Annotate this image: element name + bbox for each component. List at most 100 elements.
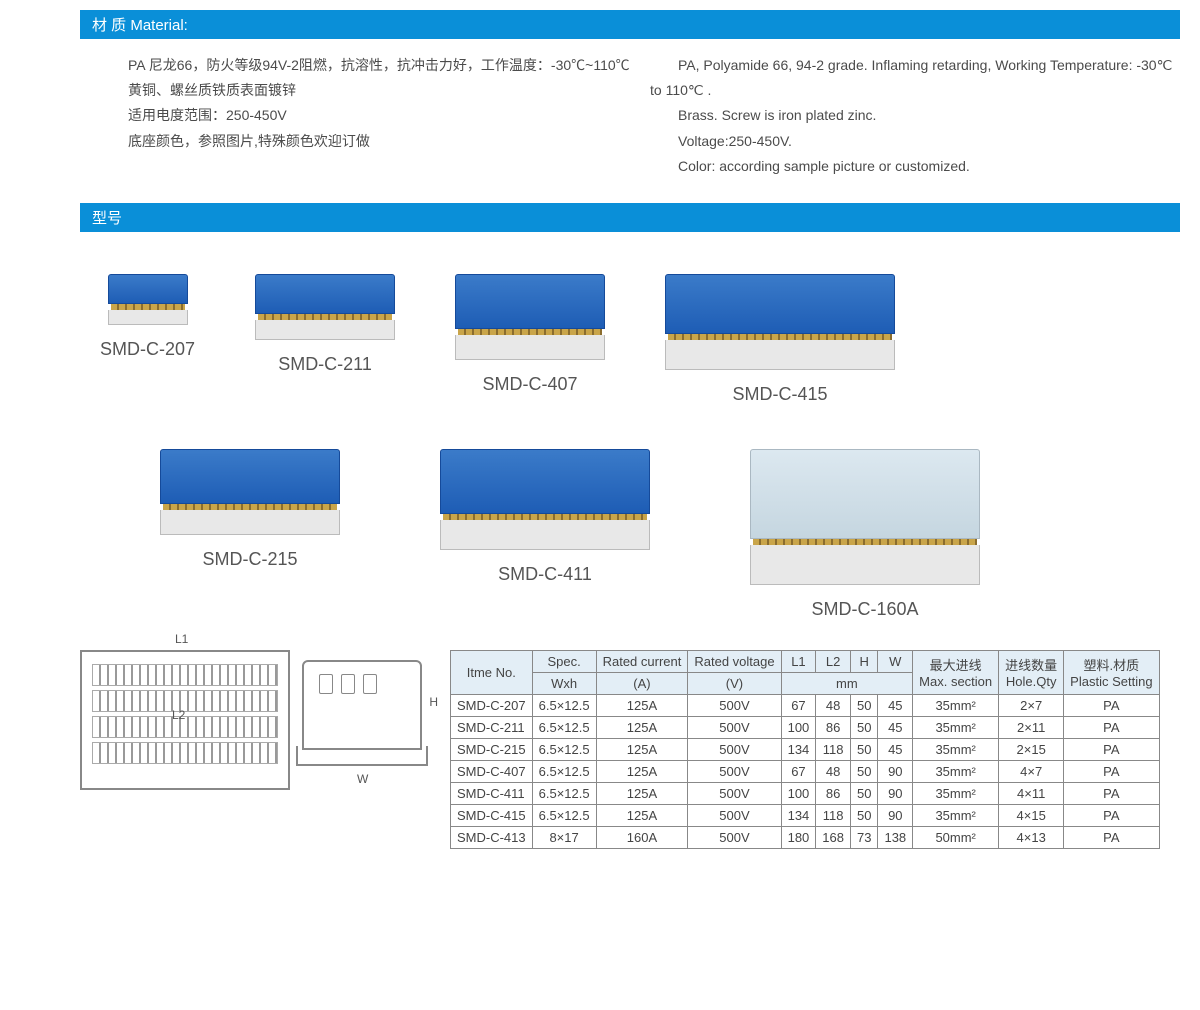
- table-cell: 2×11: [999, 716, 1064, 738]
- material-cn-column: PA 尼龙66，防火等级94V-2阻燃，抗溶性，抗冲击力好，工作温度：-30℃~…: [100, 53, 650, 179]
- product-item: SMD-C-215: [160, 435, 340, 620]
- w-dimension-label: W: [357, 772, 368, 786]
- table-cell: PA: [1064, 826, 1159, 848]
- th-spec-sub: Wxh: [532, 672, 596, 694]
- table-cell: 35mm²: [913, 694, 999, 716]
- table-cell: 2×7: [999, 694, 1064, 716]
- table-cell: 35mm²: [913, 738, 999, 760]
- table-cell: 500V: [688, 760, 781, 782]
- table-cell: 134: [781, 738, 816, 760]
- l1-dimension-label: L1: [175, 632, 188, 646]
- table-cell: 67: [781, 760, 816, 782]
- material-description: PA 尼龙66，防火等级94V-2阻燃，抗溶性，抗冲击力好，工作温度：-30℃~…: [0, 47, 1200, 193]
- product-image: [750, 449, 980, 585]
- product-item: SMD-C-407: [455, 260, 605, 405]
- product-label: SMD-C-215: [202, 549, 297, 570]
- table-cell: 90: [878, 760, 913, 782]
- h-dimension-label: H: [429, 695, 438, 709]
- product-label: SMD-C-207: [100, 339, 195, 360]
- product-label: SMD-C-160A: [811, 599, 918, 620]
- table-cell: SMD-C-413: [451, 826, 533, 848]
- th-max-section: 最大进线Max. section: [913, 650, 999, 694]
- table-cell: 4×7: [999, 760, 1064, 782]
- product-image: [108, 274, 188, 325]
- table-cell: 500V: [688, 716, 781, 738]
- table-cell: 6.5×12.5: [532, 716, 596, 738]
- table-cell: 50mm²: [913, 826, 999, 848]
- table-cell: 35mm²: [913, 760, 999, 782]
- product-image: [440, 449, 650, 550]
- table-cell: 50: [851, 760, 878, 782]
- top-view-diagram: L2: [80, 650, 290, 790]
- table-cell: 6.5×12.5: [532, 694, 596, 716]
- th-item-no: Itme No.: [451, 650, 533, 694]
- table-cell: 45: [878, 716, 913, 738]
- table-cell: PA: [1064, 738, 1159, 760]
- table-cell: SMD-C-415: [451, 804, 533, 826]
- table-cell: 6.5×12.5: [532, 804, 596, 826]
- table-row: SMD-C-2076.5×12.5125A500V6748504535mm²2×…: [451, 694, 1160, 716]
- table-cell: 6.5×12.5: [532, 738, 596, 760]
- table-cell: 500V: [688, 738, 781, 760]
- specification-table: Itme No. Spec. Rated current Rated volta…: [450, 650, 1160, 849]
- table-cell: 125A: [596, 694, 688, 716]
- th-plastic: 塑料.材质Plastic Setting: [1064, 650, 1159, 694]
- dimension-diagrams: L1 L2 H W: [80, 650, 430, 849]
- table-cell: 134: [781, 804, 816, 826]
- table-cell: 6.5×12.5: [532, 782, 596, 804]
- product-item: SMD-C-207: [100, 260, 195, 405]
- table-row: SMD-C-4076.5×12.5125A500V6748509035mm²4×…: [451, 760, 1160, 782]
- table-cell: 4×11: [999, 782, 1064, 804]
- th-spec: Spec.: [532, 650, 596, 672]
- table-cell: SMD-C-207: [451, 694, 533, 716]
- table-cell: 45: [878, 738, 913, 760]
- table-cell: 168: [816, 826, 851, 848]
- table-cell: 118: [816, 804, 851, 826]
- th-current: Rated current: [596, 650, 688, 672]
- table-cell: 50: [851, 804, 878, 826]
- material-en-line: Brass. Screw is iron plated zinc.: [650, 103, 1180, 128]
- product-image: [665, 274, 895, 370]
- side-view-diagram: [302, 660, 422, 750]
- product-image: [255, 274, 395, 340]
- table-row: SMD-C-4156.5×12.5125A500V134118509035mm²…: [451, 804, 1160, 826]
- table-cell: 90: [878, 782, 913, 804]
- th-voltage: Rated voltage: [688, 650, 781, 672]
- table-cell: 4×13: [999, 826, 1064, 848]
- table-cell: 500V: [688, 826, 781, 848]
- material-en-line: PA, Polyamide 66, 94-2 grade. Inflaming …: [650, 53, 1180, 103]
- material-en-column: PA, Polyamide 66, 94-2 grade. Inflaming …: [650, 53, 1200, 179]
- table-cell: PA: [1064, 716, 1159, 738]
- table-cell: 50: [851, 738, 878, 760]
- material-en-line: Voltage:250-450V.: [650, 129, 1180, 154]
- table-row: SMD-C-4116.5×12.5125A500V10086509035mm²4…: [451, 782, 1160, 804]
- material-cn-line: 黄铜、螺丝质铁质表面镀锌: [100, 78, 630, 103]
- table-cell: 125A: [596, 716, 688, 738]
- table-cell: PA: [1064, 804, 1159, 826]
- table-cell: 45: [878, 694, 913, 716]
- table-cell: PA: [1064, 782, 1159, 804]
- product-label: SMD-C-411: [498, 564, 592, 585]
- table-cell: 500V: [688, 782, 781, 804]
- table-cell: 48: [816, 760, 851, 782]
- product-label: SMD-C-415: [733, 384, 828, 405]
- product-gallery-row1: SMD-C-207SMD-C-211SMD-C-407SMD-C-415: [0, 240, 1200, 415]
- product-gallery-row2: SMD-C-215 SMD-C-411 SMD-C-160A: [0, 415, 1200, 630]
- table-cell: 500V: [688, 694, 781, 716]
- th-dim-sub: mm: [781, 672, 913, 694]
- th-w: W: [878, 650, 913, 672]
- table-cell: 180: [781, 826, 816, 848]
- table-cell: PA: [1064, 760, 1159, 782]
- table-row: SMD-C-4138×17160A500V1801687313850mm²4×1…: [451, 826, 1160, 848]
- table-cell: PA: [1064, 694, 1159, 716]
- table-cell: SMD-C-411: [451, 782, 533, 804]
- table-row: SMD-C-2156.5×12.5125A500V134118504535mm²…: [451, 738, 1160, 760]
- th-h: H: [851, 650, 878, 672]
- table-cell: 35mm²: [913, 782, 999, 804]
- bottom-section: L1 L2 H W: [0, 630, 1200, 869]
- th-l1: L1: [781, 650, 816, 672]
- table-cell: 86: [816, 782, 851, 804]
- table-cell: 86: [816, 716, 851, 738]
- table-cell: 138: [878, 826, 913, 848]
- product-item: SMD-C-415: [665, 260, 895, 405]
